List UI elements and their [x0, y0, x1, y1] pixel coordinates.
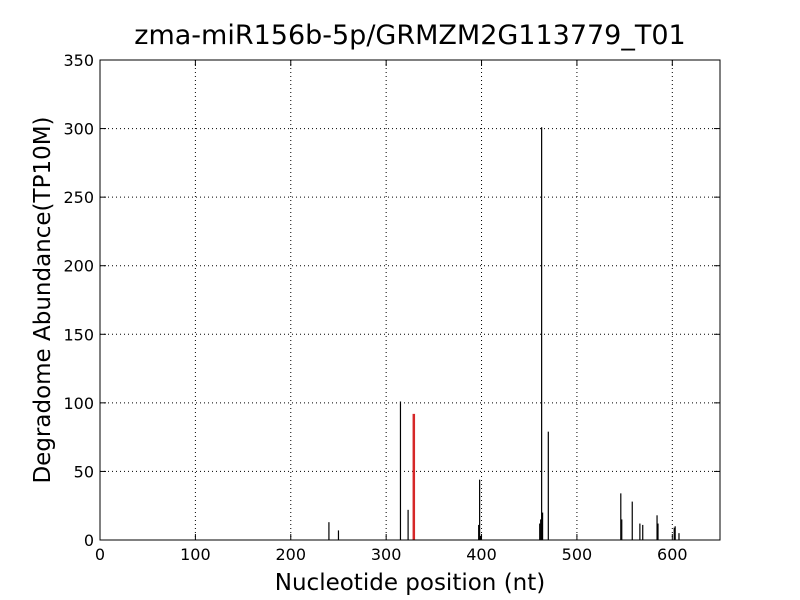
- x-tick-label: 500: [562, 545, 593, 564]
- plot-frame: [99, 59, 721, 541]
- y-tick-label: 100: [63, 394, 94, 413]
- y-tick-label: 350: [63, 51, 94, 70]
- y-tick-label: 200: [63, 257, 94, 276]
- y-tick-label: 150: [63, 325, 94, 344]
- y-tick-label: 0: [84, 531, 94, 550]
- x-tick-label: 300: [371, 545, 402, 564]
- x-tick-label: 400: [466, 545, 497, 564]
- y-axis-label: Degradome Abundance(TP10M): [30, 116, 56, 483]
- y-tick-label: 300: [63, 120, 94, 139]
- y-tick-label: 50: [74, 462, 94, 481]
- x-tick-label: 600: [657, 545, 688, 564]
- chart-title: zma-miR156b-5p/GRMZM2G113779_T01: [134, 20, 685, 51]
- x-tick-label: 100: [180, 545, 211, 564]
- y-tick-label: 250: [63, 188, 94, 207]
- x-tick-label: 200: [275, 545, 306, 564]
- x-axis-label: Nucleotide position (nt): [275, 570, 545, 596]
- x-tick-label: 0: [95, 545, 105, 564]
